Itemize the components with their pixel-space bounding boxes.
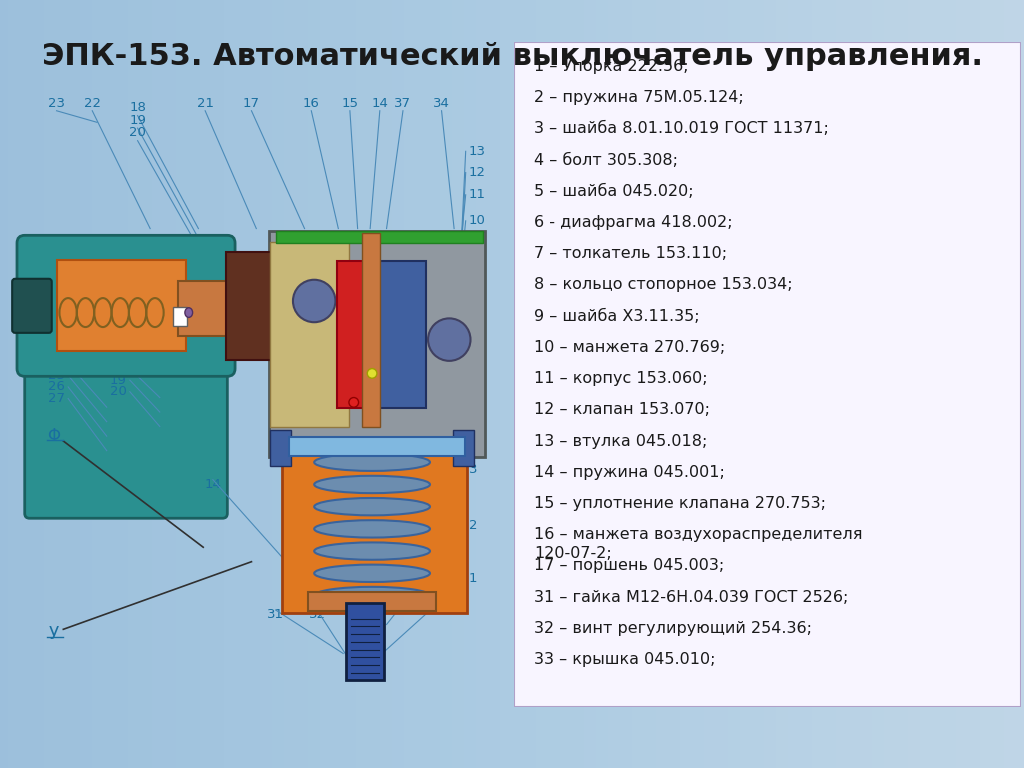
Ellipse shape (185, 308, 193, 317)
Circle shape (368, 369, 377, 379)
Text: 11: 11 (469, 188, 485, 201)
FancyBboxPatch shape (269, 231, 485, 458)
FancyBboxPatch shape (454, 430, 474, 466)
Circle shape (349, 398, 358, 407)
FancyBboxPatch shape (308, 591, 436, 611)
Text: 15: 15 (341, 97, 358, 110)
FancyBboxPatch shape (17, 235, 236, 376)
Ellipse shape (314, 475, 430, 493)
Text: 14: 14 (205, 478, 221, 491)
Text: 6 - диафрагма 418.002;: 6 - диафрагма 418.002; (535, 215, 733, 230)
Text: 9: 9 (469, 237, 477, 250)
FancyBboxPatch shape (173, 306, 186, 326)
FancyBboxPatch shape (283, 438, 467, 613)
Ellipse shape (314, 454, 430, 471)
Text: 33: 33 (367, 608, 383, 621)
Text: 2: 2 (469, 518, 477, 531)
FancyBboxPatch shape (25, 354, 227, 518)
Text: 30: 30 (175, 365, 193, 378)
Text: 27: 27 (48, 392, 66, 405)
Text: 6: 6 (469, 318, 477, 331)
Text: 25: 25 (48, 369, 66, 382)
Text: 20: 20 (110, 386, 127, 399)
FancyBboxPatch shape (362, 233, 380, 426)
Text: Φ: Φ (47, 427, 60, 445)
Text: ЭПК-153. Автоматический выключатель управления.: ЭПК-153. Автоматический выключатель упра… (42, 42, 982, 71)
Text: 7 – толкатель 153.110;: 7 – толкатель 153.110; (535, 247, 727, 261)
Ellipse shape (314, 564, 430, 582)
Text: 34: 34 (433, 97, 450, 110)
FancyBboxPatch shape (56, 260, 186, 351)
Text: 4 – болт 305.308;: 4 – болт 305.308; (535, 153, 678, 167)
Text: 22: 22 (84, 97, 100, 110)
Text: 18: 18 (129, 101, 146, 114)
FancyBboxPatch shape (376, 261, 426, 408)
Text: 17: 17 (243, 97, 260, 110)
Text: 28: 28 (110, 362, 127, 375)
Text: 37: 37 (394, 97, 412, 110)
Text: 21: 21 (197, 97, 214, 110)
Circle shape (428, 319, 470, 361)
FancyBboxPatch shape (269, 430, 291, 466)
Text: 5: 5 (469, 346, 477, 359)
Ellipse shape (314, 498, 430, 515)
FancyBboxPatch shape (337, 261, 369, 408)
Text: 23: 23 (48, 97, 66, 110)
Text: 4: 4 (469, 389, 477, 402)
Text: 19: 19 (129, 114, 146, 127)
Text: 2 – пружина 75М.05.124;: 2 – пружина 75М.05.124; (535, 90, 744, 105)
Text: 16: 16 (303, 97, 319, 110)
Text: 1 – Упорка 222.56;: 1 – Упорка 222.56; (535, 59, 689, 74)
Text: 9 – шайба Х3.11.35;: 9 – шайба Х3.11.35; (535, 309, 700, 324)
Text: 11 – корпус 153.060;: 11 – корпус 153.060; (535, 371, 708, 386)
Text: 1: 1 (469, 571, 477, 584)
FancyBboxPatch shape (514, 42, 1021, 707)
FancyBboxPatch shape (12, 279, 52, 333)
Text: 32 – винт регулирующий 254.36;: 32 – винт регулирующий 254.36; (535, 621, 812, 636)
Text: 10 – манжета 270.769;: 10 – манжета 270.769; (535, 340, 726, 355)
Ellipse shape (314, 520, 430, 538)
Text: 19: 19 (110, 374, 127, 386)
Text: 33 – крышка 045.010;: 33 – крышка 045.010; (535, 652, 716, 667)
Text: 31: 31 (267, 608, 284, 621)
Text: 12: 12 (469, 166, 485, 179)
Text: 29: 29 (175, 353, 193, 366)
Text: 13 – втулка 045.018;: 13 – втулка 045.018; (535, 433, 708, 449)
Text: 32: 32 (308, 608, 326, 621)
FancyBboxPatch shape (275, 231, 483, 243)
Text: 16 – манжета воздухораспределителя
120-07-2;: 16 – манжета воздухораспределителя 120-0… (535, 527, 863, 561)
FancyBboxPatch shape (289, 437, 465, 456)
Text: 8 – кольцо стопорное 153.034;: 8 – кольцо стопорное 153.034; (535, 277, 793, 293)
Text: 5 – шайба 045.020;: 5 – шайба 045.020; (535, 184, 694, 199)
Text: 31 – гайка М12-6Н.04.039 ГОСТ 2526;: 31 – гайка М12-6Н.04.039 ГОСТ 2526; (535, 590, 849, 604)
Text: 20: 20 (129, 127, 146, 140)
Text: 14 – пружина 045.001;: 14 – пружина 045.001; (535, 465, 725, 480)
Text: 13: 13 (469, 145, 485, 157)
Text: 10: 10 (469, 214, 485, 227)
FancyBboxPatch shape (269, 242, 349, 428)
Text: 8: 8 (469, 260, 477, 273)
FancyBboxPatch shape (178, 281, 233, 336)
Circle shape (293, 280, 336, 323)
Text: 15 – уплотнение клапана 270.753;: 15 – уплотнение клапана 270.753; (535, 496, 826, 511)
Text: У: У (48, 625, 58, 643)
Text: 3: 3 (469, 462, 477, 475)
Text: 24: 24 (48, 357, 65, 370)
Ellipse shape (314, 587, 430, 604)
Text: 17 – поршень 045.003;: 17 – поршень 045.003; (535, 558, 725, 574)
Text: 26: 26 (48, 380, 65, 393)
FancyBboxPatch shape (346, 603, 384, 680)
Text: 14: 14 (372, 97, 388, 110)
Text: 12 – клапан 153.070;: 12 – клапан 153.070; (535, 402, 711, 417)
FancyBboxPatch shape (226, 252, 276, 360)
Text: 3 – шайба 8.01.10.019 ГОСТ 11371;: 3 – шайба 8.01.10.019 ГОСТ 11371; (535, 121, 829, 137)
Ellipse shape (314, 542, 430, 560)
Text: 7: 7 (469, 286, 477, 300)
